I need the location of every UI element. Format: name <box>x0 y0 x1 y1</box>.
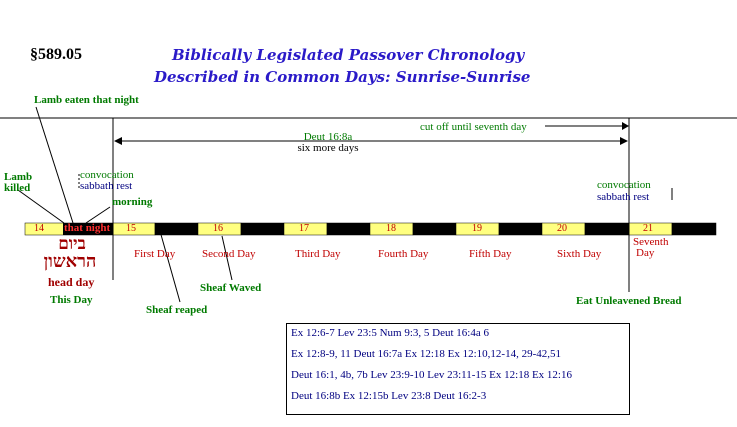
lamb-killed-line-2: killed <box>4 182 31 194</box>
deut-arrow-left-head <box>114 137 122 145</box>
title-line-1: Biblically Legislated Passover Chronolog… <box>172 46 525 64</box>
night-segment <box>671 222 717 236</box>
day-name: Fourth Day <box>378 248 429 260</box>
day-name: Sixth Day <box>557 248 602 260</box>
day-number: 14 <box>34 223 44 234</box>
reference-line: Ex 12:8-9, 11 Deut 16:7a Ex 12:18 Ex 12:… <box>291 348 561 360</box>
day-number: 18 <box>386 223 396 234</box>
deut-arrow-right-head <box>620 137 628 145</box>
cut-off-label: cut off until seventh day <box>420 121 527 133</box>
night-segment <box>326 222 371 236</box>
lamb-killed-leader <box>17 189 65 224</box>
day-name: Seventh <box>633 236 669 248</box>
this-day-label: This Day <box>50 294 93 306</box>
day-number: 21 <box>643 223 653 234</box>
morning-leader <box>85 206 111 224</box>
day-number: 20 <box>557 223 567 234</box>
lamb-killed-line-1: Lamb <box>4 171 33 183</box>
convocation-right-line-2: sabbath rest <box>597 191 650 203</box>
deut-top-label: Deut 16:8a six more days <box>288 132 368 154</box>
deut-top-line-1: Deut 16:8a <box>303 131 353 143</box>
convocation-left-line-1: convocation <box>80 169 134 181</box>
convocation-right: convocation sabbath rest <box>597 179 651 203</box>
lamb-eaten-leader <box>35 106 74 224</box>
morning-label: morning <box>112 196 153 208</box>
section-number: §589.05 <box>30 46 82 63</box>
references-box: Ex 12:6-7 Lev 23:5 Num 9:3, 5 Deut 16:4a… <box>286 323 630 415</box>
that-night-segment <box>63 223 113 235</box>
deut-top-line-2: six more days <box>297 142 359 154</box>
sheaf-waved-label: Sheaf Waved <box>200 282 262 294</box>
day-number: 19 <box>472 223 482 234</box>
day-name: First Day <box>134 248 176 260</box>
eat-unleavened-label: Eat Unleavened Bread <box>576 295 682 307</box>
night-segment <box>412 222 457 236</box>
day-name: Second Day <box>202 248 256 260</box>
reference-line: Deut 16:8b Ex 12:15b Lev 23:8 Deut 16:2-… <box>291 390 487 402</box>
cut-off-arrow-head <box>622 122 629 130</box>
sheaf-waved-leader <box>221 235 233 281</box>
convocation-left: convocation sabbath rest <box>80 170 134 192</box>
sheaf-reaped-leader <box>157 223 181 303</box>
timeline-bar <box>24 222 717 236</box>
night-segment <box>498 222 543 236</box>
lamb-eaten-label: Lamb eaten that night <box>34 94 139 106</box>
day-number: 16 <box>213 223 223 234</box>
night-segment <box>240 222 285 236</box>
day21-name-line2: Day <box>636 247 655 259</box>
day-name: Fifth Day <box>469 248 512 260</box>
night-segment <box>154 222 199 236</box>
reference-line: Deut 16:1, 4b, 7b Lev 23:9-10 Lev 23:11-… <box>291 369 572 381</box>
night-segment <box>584 222 630 236</box>
hebrew-line-1: ביום <box>58 234 86 254</box>
convocation-left-line-2: sabbath rest <box>80 180 133 192</box>
sheaf-reaped-label: Sheaf reaped <box>146 304 208 316</box>
title-line-2: Described in Common Days: Sunrise-Sunris… <box>154 68 531 86</box>
day-name: Third Day <box>295 248 341 260</box>
convocation-right-line-1: convocation <box>597 179 651 191</box>
head-day-label: head day <box>48 275 95 289</box>
reference-line: Ex 12:6-7 Lev 23:5 Num 9:3, 5 Deut 16:4a… <box>291 327 489 339</box>
day-number: 15 <box>126 223 136 234</box>
that-night-label: that night <box>64 222 111 234</box>
lamb-killed-label: Lamb killed <box>4 172 32 194</box>
hebrew-line-2: הראשון <box>43 251 97 272</box>
day-number: 17 <box>299 223 309 234</box>
